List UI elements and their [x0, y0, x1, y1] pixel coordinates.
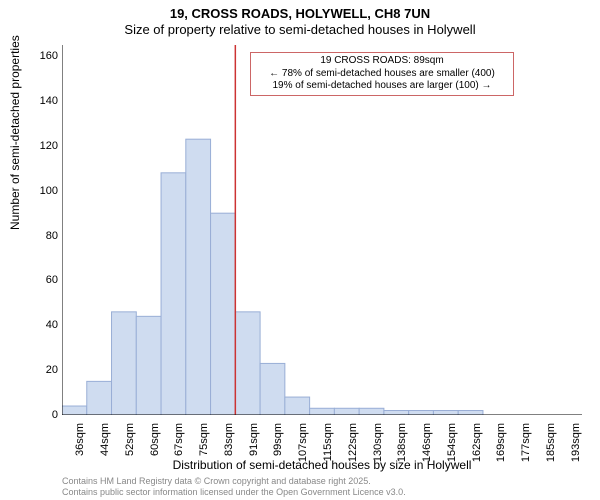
histogram-bar	[384, 411, 409, 415]
y-tick-label: 140	[28, 95, 58, 107]
x-tick-label: 44sqm	[99, 423, 111, 463]
x-tick-label: 36sqm	[74, 423, 86, 463]
annotation-line1: 19 CROSS ROADS: 89sqm	[255, 55, 509, 68]
y-tick-label: 160	[28, 50, 58, 62]
x-tick-label: 91sqm	[248, 423, 260, 463]
annotation-line3: 19% of semi-detached houses are larger (…	[255, 80, 509, 93]
x-tick-label: 185sqm	[545, 423, 557, 463]
y-tick-label: 80	[28, 230, 58, 242]
x-axis-label: Distribution of semi-detached houses by …	[62, 458, 582, 472]
histogram-bar	[285, 397, 310, 415]
histogram-bar	[458, 411, 483, 415]
chart-title-sub: Size of property relative to semi-detach…	[0, 22, 600, 37]
x-tick-label: 83sqm	[223, 423, 235, 463]
y-tick-label: 100	[28, 185, 58, 197]
histogram-bar	[310, 408, 335, 415]
histogram-bar	[334, 408, 359, 415]
histogram-bar	[409, 411, 434, 415]
x-tick-label: 138sqm	[396, 423, 408, 463]
y-tick-label: 20	[28, 364, 58, 376]
histogram-chart: 19, CROSS ROADS, HOLYWELL, CH8 7UN Size …	[0, 0, 600, 500]
histogram-bar	[235, 312, 260, 415]
histogram-bar	[161, 173, 186, 415]
histogram-bar	[136, 316, 161, 415]
x-tick-label: 60sqm	[149, 423, 161, 463]
plot-area	[62, 45, 582, 415]
x-tick-label: 130sqm	[372, 423, 384, 463]
annotation-line2: ← 78% of semi-detached houses are smalle…	[255, 68, 509, 81]
y-tick-label: 40	[28, 319, 58, 331]
x-tick-label: 162sqm	[471, 423, 483, 463]
histogram-bar	[359, 408, 384, 415]
y-tick-label: 60	[28, 274, 58, 286]
histogram-bar	[112, 312, 137, 415]
chart-title-main: 19, CROSS ROADS, HOLYWELL, CH8 7UN	[0, 6, 600, 21]
x-tick-label: 52sqm	[124, 423, 136, 463]
annotation-box: 19 CROSS ROADS: 89sqm ← 78% of semi-deta…	[250, 52, 514, 96]
x-tick-label: 122sqm	[347, 423, 359, 463]
x-tick-label: 169sqm	[495, 423, 507, 463]
x-tick-label: 75sqm	[198, 423, 210, 463]
y-tick-label: 120	[28, 140, 58, 152]
x-tick-label: 67sqm	[173, 423, 185, 463]
histogram-bar	[186, 139, 211, 415]
histogram-bar	[433, 411, 458, 415]
histogram-bar	[211, 213, 236, 415]
x-tick-label: 177sqm	[520, 423, 532, 463]
attribution-text: Contains HM Land Registry data © Crown c…	[62, 476, 406, 498]
x-tick-label: 193sqm	[570, 423, 582, 463]
y-axis-label: Number of semi-detached properties	[8, 35, 22, 230]
x-tick-label: 154sqm	[446, 423, 458, 463]
attribution-line2: Contains public sector information licen…	[62, 487, 406, 498]
histogram-bar	[62, 406, 87, 415]
y-tick-label: 0	[28, 409, 58, 421]
x-tick-label: 115sqm	[322, 423, 334, 463]
attribution-line1: Contains HM Land Registry data © Crown c…	[62, 476, 406, 487]
x-tick-label: 107sqm	[297, 423, 309, 463]
x-tick-label: 99sqm	[272, 423, 284, 463]
histogram-bar	[87, 381, 112, 415]
histogram-bar	[260, 363, 285, 415]
x-tick-label: 146sqm	[421, 423, 433, 463]
